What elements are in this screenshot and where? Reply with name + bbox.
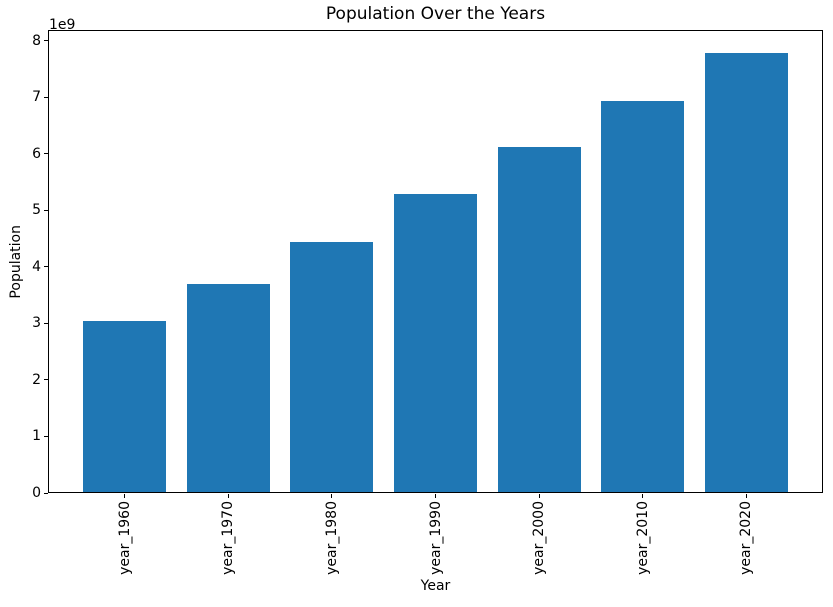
y-tick-mark — [44, 322, 48, 324]
y-tick-mark — [44, 40, 48, 42]
y-tick-label: 5 — [32, 202, 41, 219]
bar-year_1990 — [394, 194, 477, 492]
x-tick-mark — [331, 494, 333, 498]
x-tick-label-wrap: year_2000 — [529, 501, 549, 575]
x-tick-mark — [642, 494, 644, 498]
y-tick-label: 8 — [32, 32, 41, 49]
x-tick-label: year_2000 — [531, 501, 548, 575]
x-tick-mark — [124, 494, 126, 498]
y-tick-label: 4 — [32, 258, 41, 275]
y-tick-label: 3 — [32, 315, 41, 332]
plot-area — [48, 30, 823, 493]
y-tick-mark — [44, 435, 48, 437]
y-tick-label: 1 — [32, 428, 41, 445]
y-tick-mark — [44, 96, 48, 98]
x-tick-label: year_1970 — [220, 501, 237, 575]
y-tick-mark — [44, 379, 48, 381]
x-tick-label: year_1980 — [323, 501, 340, 575]
x-tick-label-wrap: year_1990 — [426, 501, 446, 575]
x-tick-mark — [435, 494, 436, 498]
x-tick-label: year_1960 — [116, 501, 133, 575]
x-tick-label: year_1990 — [427, 501, 444, 575]
chart-title: Population Over the Years — [325, 4, 546, 24]
x-tick-mark — [227, 494, 229, 498]
x-tick-label-wrap: year_2020 — [736, 501, 756, 575]
x-tick-label-wrap: year_2010 — [633, 501, 653, 575]
x-axis-label: Year — [420, 578, 451, 594]
y-axis-offset-label: 1e9 — [49, 17, 76, 33]
x-tick-mark — [745, 494, 747, 498]
bar-year_2000 — [497, 146, 581, 492]
x-tick-label-wrap: year_1980 — [322, 501, 342, 575]
bar-year_1980 — [290, 241, 374, 492]
y-tick-mark — [44, 209, 48, 211]
y-tick-mark — [44, 266, 48, 268]
x-tick-label: year_2020 — [738, 501, 755, 575]
x-tick-mark — [538, 494, 540, 498]
y-tick-label: 0 — [32, 485, 41, 501]
bar-year_1960 — [83, 320, 167, 492]
x-tick-label: year_2010 — [634, 501, 651, 575]
y-tick-mark — [44, 153, 48, 155]
bar-year_2010 — [601, 100, 685, 492]
bar-year_1970 — [186, 283, 270, 492]
bar-year_2020 — [704, 53, 788, 492]
x-tick-label-wrap: year_1970 — [218, 501, 238, 575]
y-tick-label: 2 — [32, 371, 41, 388]
x-tick-label-wrap: year_1960 — [115, 501, 135, 575]
y-tick-mark — [44, 492, 48, 494]
y-tick-label: 6 — [32, 145, 41, 162]
y-tick-label: 7 — [32, 89, 41, 106]
